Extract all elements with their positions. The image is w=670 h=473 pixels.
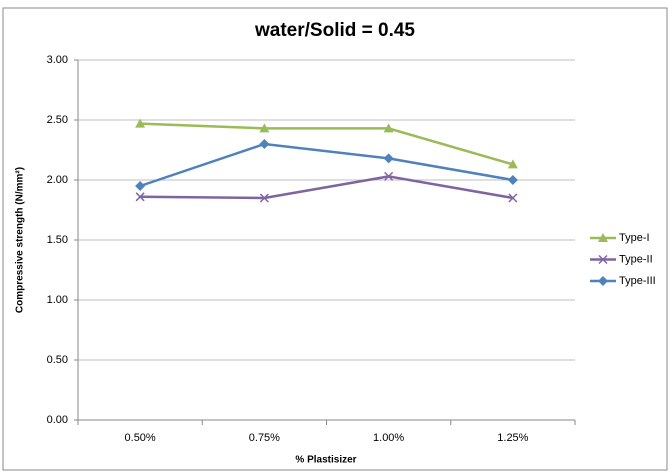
- marker: [135, 118, 146, 128]
- marker: [507, 159, 518, 169]
- marker: [508, 193, 518, 203]
- y-tick-label: 2.50: [47, 114, 68, 126]
- y-tick-label: 1.50: [47, 234, 68, 246]
- y-tick-label: 0.50: [47, 354, 68, 366]
- marker: [135, 192, 145, 202]
- x-axis-title: % Plastisizer: [295, 455, 356, 466]
- marker: [135, 181, 146, 191]
- y-tick-label: 1.00: [47, 294, 68, 306]
- chart-border: [2, 7, 668, 471]
- marker: [507, 175, 518, 185]
- series-line: [140, 175, 514, 200]
- marker: [259, 123, 270, 133]
- marker: [259, 193, 269, 203]
- legend-label: Type-I: [619, 232, 650, 244]
- marker: [384, 171, 394, 181]
- x-tick-label: 0.50%: [125, 432, 156, 444]
- legend-marker: [598, 276, 608, 286]
- x-tick-label: 0.75%: [249, 432, 280, 444]
- x-tick-label: 1.00%: [373, 432, 404, 444]
- legend-label: Type-III: [619, 275, 656, 287]
- y-tick-label: 2.00: [47, 174, 68, 186]
- y-tick-label: 3.00: [47, 54, 68, 66]
- legend-marker: [598, 254, 608, 265]
- series-line: [140, 122, 514, 166]
- legend-label: Type-II: [619, 253, 653, 265]
- chart-title: water/Solid = 0.45: [254, 20, 415, 41]
- series-line: [139, 142, 514, 188]
- y-tick-label: 0.00: [47, 414, 68, 426]
- marker: [383, 153, 394, 164]
- x-tick-label: 1.25%: [497, 432, 528, 444]
- y-axis-title: Compressive strength (N/mm²): [15, 167, 26, 313]
- legend-marker: [598, 233, 608, 242]
- marker: [259, 139, 270, 149]
- marker: [383, 123, 394, 133]
